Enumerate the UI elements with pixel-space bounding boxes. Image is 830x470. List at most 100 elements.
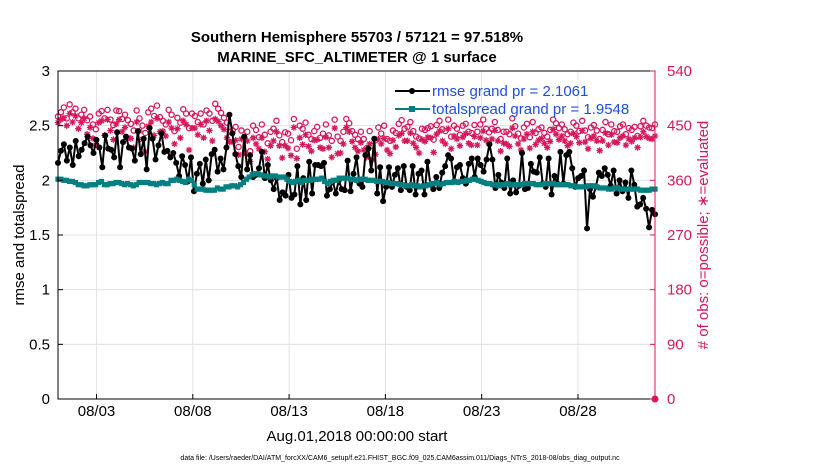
totalspread-point	[87, 182, 93, 188]
totalspread-point	[342, 175, 348, 181]
rmse-point	[217, 155, 224, 162]
obs-evaluated-point	[459, 134, 466, 141]
obs-possible-point	[523, 120, 531, 128]
rmse-point	[187, 154, 194, 161]
y2-tick-label: 360	[667, 172, 692, 189]
obs-possible-point	[331, 116, 338, 123]
totalspread-point	[345, 175, 351, 181]
obs-evaluated-point	[558, 132, 566, 140]
rmse-point	[548, 191, 555, 198]
rmse-point	[513, 189, 520, 196]
obs-evaluated-point	[313, 136, 321, 143]
rmse-point	[569, 165, 576, 172]
rmse-point	[282, 192, 289, 199]
totalspread-point	[177, 177, 183, 183]
totalspread-point	[61, 177, 67, 183]
obs-possible-point	[179, 106, 187, 113]
obs-possible-point	[543, 133, 551, 140]
obs-possible-point	[404, 123, 411, 131]
totalspread-point	[287, 178, 293, 185]
obs-evaluated-point	[474, 141, 481, 149]
obs-evaluated-point	[267, 142, 274, 149]
rmse-point	[179, 153, 186, 160]
rmse-point	[102, 132, 109, 139]
obs-possible-point	[127, 120, 135, 128]
obs-evaluated-point	[535, 137, 542, 144]
rmse-point	[628, 167, 635, 174]
totalspread-point	[533, 182, 539, 188]
totalspread-point	[585, 183, 591, 189]
obs-evaluated-point	[104, 116, 111, 123]
obs-evaluated-point	[346, 128, 353, 135]
obs-evaluated-point	[578, 127, 586, 134]
obs-evaluated-point	[252, 140, 260, 148]
obs-possible-point	[313, 123, 321, 131]
totalspread-point	[646, 187, 652, 193]
obs-evaluated-point	[436, 127, 443, 135]
totalspread-point	[400, 182, 406, 188]
totalspread-point	[293, 178, 299, 185]
totalspread-point	[116, 179, 122, 186]
obs-evaluated-point	[276, 142, 283, 149]
obs-possible-point	[293, 145, 301, 152]
obs-possible-point	[153, 102, 161, 109]
totalspread-point	[284, 176, 290, 182]
obs-evaluated-point	[89, 135, 97, 142]
totalspread-point	[440, 181, 447, 187]
obs-evaluated-point	[637, 134, 644, 141]
totalspread-point	[246, 174, 252, 180]
obs-evaluated-point	[107, 127, 114, 134]
totalspread-point	[101, 182, 107, 188]
totalspread-point	[611, 185, 618, 191]
obs-evaluated-point	[503, 140, 510, 148]
obs-evaluated-point	[512, 132, 519, 140]
totalspread-point	[513, 182, 519, 188]
obs-evaluated-point	[552, 130, 560, 138]
y-tick-label: 0.5	[29, 336, 50, 353]
obs-evaluated-point	[471, 133, 478, 140]
obs-evaluated-point	[162, 132, 169, 140]
obs-evaluated-point	[153, 115, 161, 122]
rmse-point	[397, 187, 404, 194]
obs-evaluated-point	[328, 154, 335, 161]
rmse-point	[170, 150, 177, 156]
y2-tick-label: 90	[667, 336, 684, 353]
obs-evaluated-point	[281, 142, 289, 149]
obs-possible-point	[645, 124, 653, 131]
obs-evaluated-point	[468, 141, 475, 149]
chart-title: Southern Hemisphere 55703 / 57121 = 97.5…	[191, 29, 523, 46]
totalspread-point	[588, 183, 594, 189]
chart-subtitle: MARINE_SFC_ALTIMETER @ 1 surface	[217, 49, 496, 66]
totalspread-point	[119, 181, 125, 187]
obs-possible-point	[174, 114, 181, 122]
obs-possible-point	[319, 130, 327, 137]
rmse-point	[640, 194, 647, 201]
totalspread-point	[64, 177, 70, 183]
totalspread-point	[388, 181, 394, 187]
rmse-point	[386, 164, 393, 171]
totalspread-point	[542, 181, 548, 187]
totalspread-point	[643, 187, 649, 193]
obs-evaluated-point	[622, 141, 630, 149]
totalspread-point	[171, 177, 177, 183]
obs-evaluated-point	[509, 124, 516, 132]
obs-evaluated-point	[305, 143, 312, 150]
obs-possible-point	[375, 124, 382, 131]
totalspread-point	[153, 182, 160, 188]
totalspread-point	[133, 182, 139, 188]
obs-evaluated-point	[360, 146, 367, 154]
totalspread-point	[481, 179, 487, 186]
obs-evaluated-point	[380, 135, 388, 142]
rmse-point	[368, 167, 375, 174]
rmse-point	[326, 186, 333, 193]
obs-evaluated-point	[648, 135, 656, 143]
totalspread-point	[466, 177, 473, 183]
obs-possible-point	[258, 121, 266, 128]
obs-evaluated-point	[66, 110, 73, 117]
obs-possible-point	[340, 128, 347, 135]
obs-possible-point	[136, 115, 143, 122]
rmse-point	[519, 150, 526, 156]
obs-possible-point	[328, 137, 335, 145]
totalspread-point	[597, 185, 603, 191]
totalspread-point	[113, 179, 119, 186]
